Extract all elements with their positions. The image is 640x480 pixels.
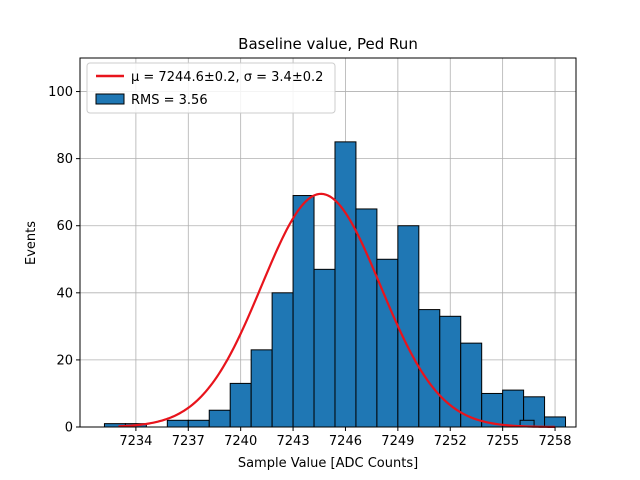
histogram-bar (544, 416, 567, 428)
y-tick-label: 80 (56, 152, 73, 167)
legend-hist-label: RMS = 3.56 (131, 93, 208, 108)
legend-hist-swatch (95, 93, 125, 105)
x-axis-label: Sample Value [ADC Counts] (238, 456, 418, 471)
x-tick-label: 7252 (434, 434, 467, 449)
gaussian-fit (118, 192, 556, 428)
histogram-bar (334, 141, 357, 428)
chart-title: Baseline value, Ped Run (238, 35, 418, 53)
x-tick-label: 7240 (224, 434, 257, 449)
histogram-bar (166, 419, 189, 428)
legend-fit-label: μ = 7244.6±0.2, σ = 3.4±0.2 (131, 70, 323, 85)
histogram-bar (292, 195, 315, 428)
y-tick-label: 100 (48, 85, 73, 100)
x-tick-label: 7237 (172, 434, 205, 449)
y-tick-label: 60 (56, 219, 73, 234)
plot-frame (79, 57, 577, 428)
x-tick-label: 7246 (329, 434, 362, 449)
y-axis-ticks: 0 20 40 60 80 100 (48, 85, 80, 436)
x-tick-label: 7249 (381, 434, 414, 449)
x-tick-label: 7234 (119, 434, 152, 449)
histogram-bar (271, 292, 294, 428)
histogram-bar (187, 419, 210, 428)
histogram-bar (313, 268, 336, 428)
y-axis-label: Events (24, 221, 39, 265)
legend: μ = 7244.6±0.2, σ = 3.4±0.2 RMS = 3.56 (86, 62, 336, 114)
histogram-bar (250, 349, 273, 428)
histogram-bar (355, 208, 378, 428)
y-tick-label: 0 (65, 421, 73, 436)
y-tick-label: 40 (56, 286, 73, 301)
y-tick-label: 20 (56, 353, 73, 368)
x-axis-ticks: 7234 7237 7240 7243 7246 7249 7252 7255 7258 (119, 427, 572, 449)
histogram-bar (229, 382, 252, 428)
histogram-bar (418, 309, 441, 428)
x-tick-label: 7243 (277, 434, 310, 449)
x-tick-label: 7258 (538, 434, 571, 449)
x-tick-label: 7255 (486, 434, 519, 449)
histogram-bar (397, 225, 420, 428)
fit-curve (118, 192, 556, 428)
histogram-bar (208, 409, 231, 428)
legend-box (86, 62, 336, 114)
histogram-bars (103, 141, 567, 428)
